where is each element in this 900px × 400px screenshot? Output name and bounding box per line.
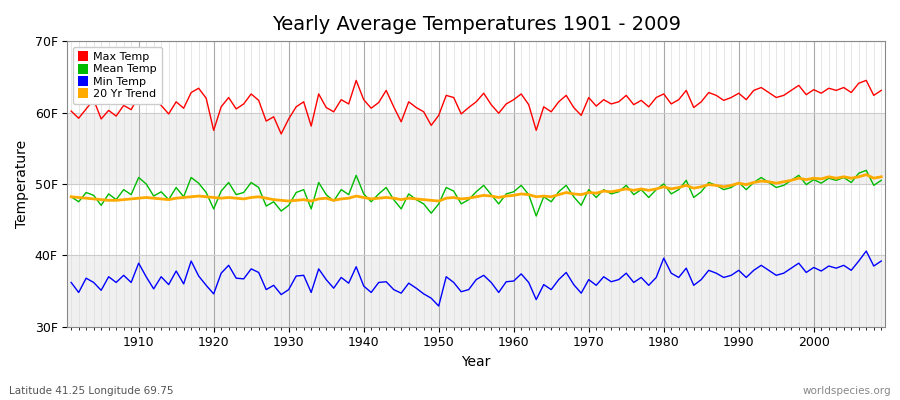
Bar [68, 184, 885, 255]
Bar [68, 255, 885, 327]
Text: worldspecies.org: worldspecies.org [803, 386, 891, 396]
Bar [68, 41, 885, 112]
X-axis label: Year: Year [462, 355, 490, 369]
Bar [68, 112, 885, 184]
Title: Yearly Average Temperatures 1901 - 2009: Yearly Average Temperatures 1901 - 2009 [272, 15, 680, 34]
Legend: Max Temp, Mean Temp, Min Temp, 20 Yr Trend: Max Temp, Mean Temp, Min Temp, 20 Yr Tre… [73, 47, 162, 104]
Text: Latitude 41.25 Longitude 69.75: Latitude 41.25 Longitude 69.75 [9, 386, 174, 396]
Y-axis label: Temperature: Temperature [15, 140, 29, 228]
